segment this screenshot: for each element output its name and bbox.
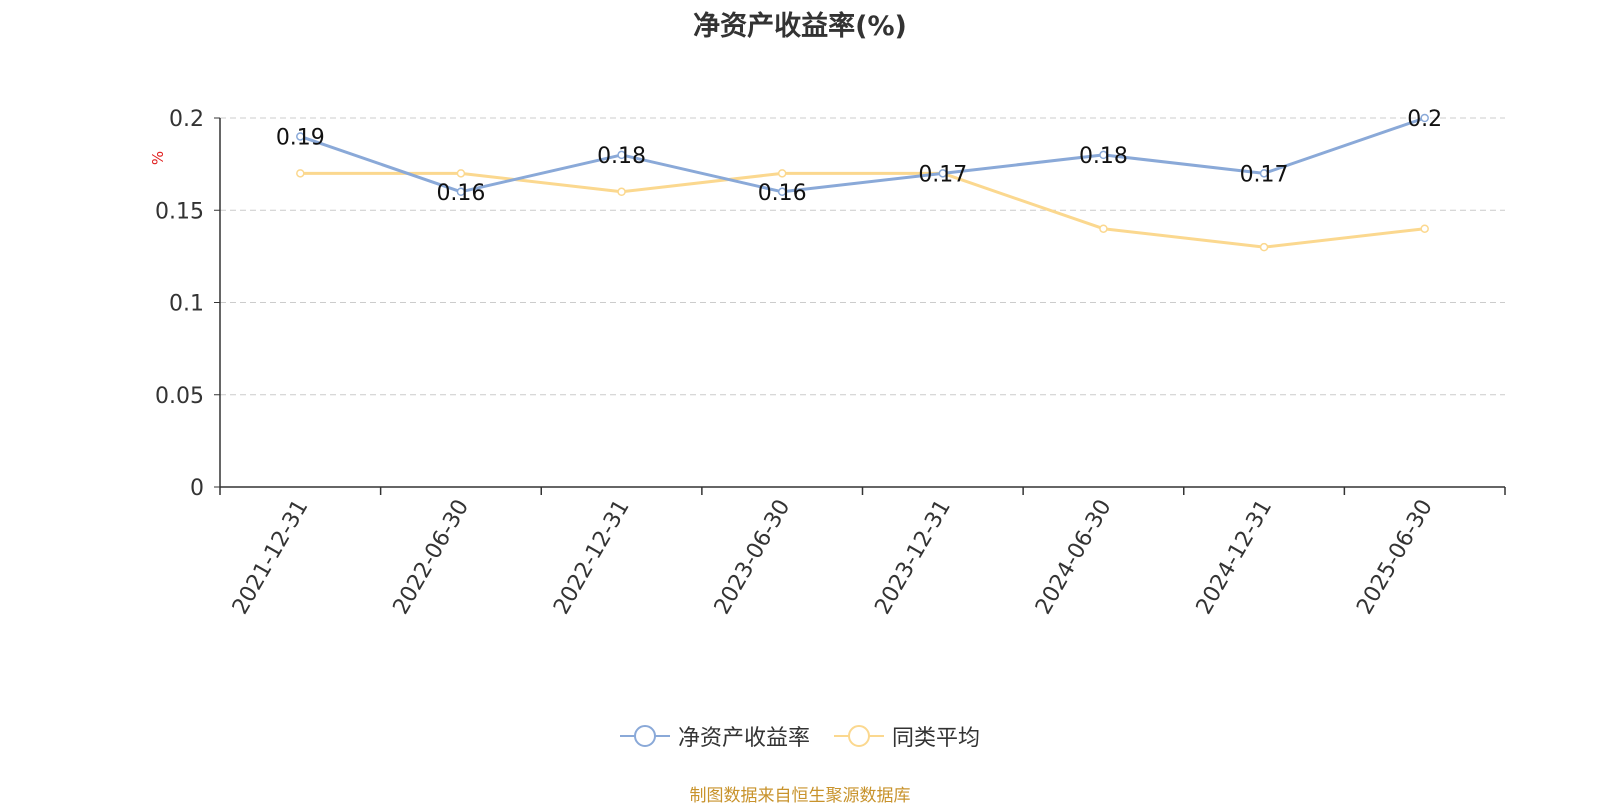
data-point — [938, 169, 948, 178]
data-point — [1099, 150, 1108, 160]
y-tick-label: 0.05 — [155, 384, 204, 409]
x-tick-label: 2023-12-31 — [870, 496, 956, 619]
legend-roe-marker-icon — [619, 725, 670, 747]
y-tick-label: 0.1 — [169, 292, 204, 317]
data-point — [296, 132, 305, 141]
data-point — [1259, 242, 1269, 252]
series-line-0 — [299, 116, 1426, 194]
source-note: 制图数据来自恒生聚源数据库 — [689, 786, 911, 806]
data-label: 0.2 — [1407, 107, 1442, 132]
data-point — [1259, 169, 1269, 178]
series-line-1 — [300, 171, 1425, 249]
legend-item-roe[interactable]: 净资产收益率 — [619, 720, 810, 752]
legend-item-peer-average[interactable]: 同类平均 — [834, 720, 980, 752]
data-label: 0.18 — [1079, 144, 1128, 169]
x-tick-label: 2021-12-31 — [228, 496, 314, 619]
y-tick-label: 0.15 — [155, 199, 204, 224]
data-point — [1420, 113, 1429, 123]
data-point — [456, 187, 466, 197]
data-label: 0.16 — [758, 181, 807, 206]
data-point — [777, 187, 787, 197]
data-label: 0.17 — [918, 162, 967, 187]
data-label: 0.19 — [276, 125, 325, 150]
data-point — [456, 169, 466, 178]
legend-label-peer-average: 同类平均 — [892, 726, 981, 751]
legend-peer-marker-icon — [834, 725, 884, 747]
data-point — [617, 187, 626, 197]
y-axis-label: % — [149, 151, 167, 165]
data-point — [1420, 224, 1429, 233]
y-tick-label: 0 — [190, 476, 204, 501]
data-point — [777, 169, 787, 178]
x-tick-label: 2025-06-30 — [1352, 496, 1438, 619]
y-tick-label: 0.2 — [169, 107, 204, 132]
x-tick-label: 2024-06-30 — [1031, 496, 1117, 619]
data-label: 0.16 — [436, 181, 485, 206]
data-point — [1099, 224, 1108, 233]
data-point — [617, 150, 626, 160]
legend-label-roe: 净资产收益率 — [677, 726, 810, 751]
chart-title: 净资产收益率(%) — [693, 11, 907, 42]
x-tick-label: 2022-12-31 — [549, 496, 635, 619]
x-tick-label: 2024-12-31 — [1192, 496, 1278, 619]
data-label: 0.17 — [1240, 162, 1289, 187]
data-label: 0.18 — [597, 144, 646, 169]
legend: 净资产收益率 同类平均 — [0, 720, 1600, 752]
x-tick-label: 2022-06-30 — [389, 496, 475, 619]
x-tick-label: 2023-06-30 — [710, 496, 796, 619]
data-point — [296, 169, 305, 178]
